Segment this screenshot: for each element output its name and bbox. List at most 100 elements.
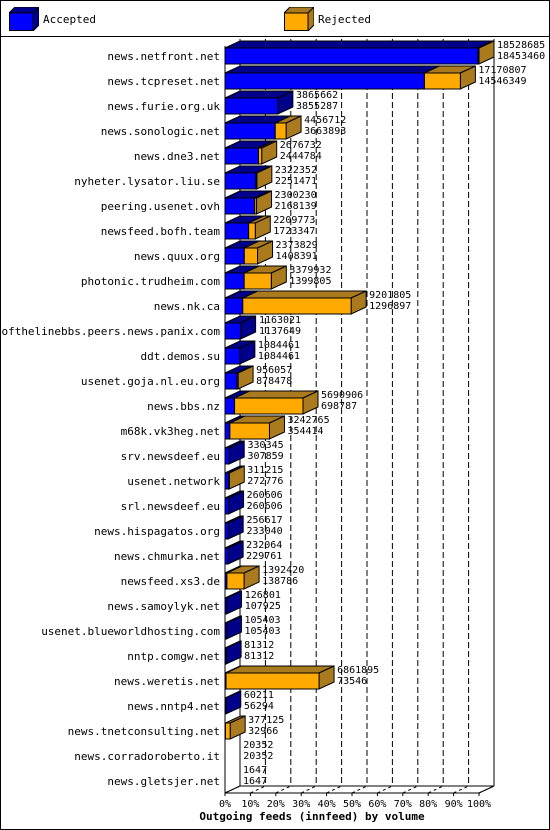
bar-accepted-front — [224, 647, 227, 665]
accepted-swatch — [9, 7, 39, 31]
offered-value-label: 6861895 — [337, 665, 379, 676]
bar-accepted-front — [224, 247, 245, 265]
offered-value-label: 1163021 — [259, 315, 301, 326]
accepted-value-label: 878478 — [256, 376, 292, 387]
bar-rejected-front — [228, 472, 230, 490]
bar-rejected-front — [255, 172, 258, 190]
bar-accepted-front — [224, 147, 260, 165]
bar-accepted-front — [224, 72, 425, 90]
accepted-value-label: 307859 — [248, 451, 284, 462]
offered-value-label: 2676732 — [280, 140, 322, 151]
bar-accepted-side — [225, 690, 242, 715]
bar-accepted-front — [224, 272, 245, 290]
category-label: news.hispagatos.org — [94, 525, 220, 538]
category-label: news.tnetconsulting.net — [68, 725, 220, 738]
category-label: newsfeed.xs3.de — [121, 575, 220, 588]
accepted-value-label: 1296897 — [369, 301, 411, 312]
x-tick-label: 30% — [292, 799, 310, 810]
accepted-value-label: 1399805 — [289, 276, 331, 287]
floor-gridline — [478, 785, 495, 794]
x-tick-label: 20% — [267, 799, 285, 810]
category-label: usenet.blueworldhosting.com — [41, 625, 220, 638]
bar-rejected-front — [224, 722, 231, 740]
bar-accepted-front — [224, 597, 227, 615]
category-label: news.gletsjer.net — [107, 775, 220, 788]
category-label: news.samoylyk.net — [107, 600, 220, 613]
accepted-value-label: 107925 — [245, 601, 281, 612]
accepted-value-label: 260606 — [247, 501, 283, 512]
offered-value-label: 5690906 — [321, 390, 363, 401]
accepted-value-label: 698787 — [321, 401, 357, 412]
accepted-value-label: 73546 — [337, 676, 367, 687]
bar-accepted-front — [224, 197, 256, 215]
bar-accepted-top — [224, 65, 440, 74]
accepted-value-label: 138786 — [262, 576, 298, 587]
floor-gridline — [377, 785, 393, 794]
x-tick-label: 60% — [368, 799, 386, 810]
x-tick-label: 0% — [219, 799, 231, 810]
bar-rejected-front — [477, 47, 480, 65]
bar-rejected-front — [423, 72, 461, 90]
bar-accepted-front — [224, 97, 279, 115]
offered-value-label: 3379932 — [289, 265, 331, 276]
offered-value-label: 330345 — [248, 440, 284, 451]
bar-rejected-front — [236, 372, 239, 390]
category-label: news.dne3.net — [134, 150, 220, 163]
offered-value-label: 4456712 — [304, 115, 346, 126]
category-label: srv.newsdeef.eu — [121, 450, 220, 463]
accepted-value-label: 3855287 — [296, 101, 338, 112]
bar-rejected-front — [258, 147, 263, 165]
bar-accepted-front — [224, 372, 238, 390]
x-axis-label: Outgoing feeds (innfeed) by volume — [199, 810, 425, 823]
bar-rejected-front — [243, 272, 272, 290]
accepted-value-label: 2251471 — [275, 176, 317, 187]
offered-value-label: 60211 — [244, 690, 274, 701]
category-label: news.nk.ca — [154, 300, 220, 313]
category-label: newsfeed.bofh.team — [101, 225, 221, 238]
accepted-value-label: 105403 — [244, 626, 280, 637]
offered-value-label: 1392420 — [262, 565, 304, 576]
offered-value-label: 956057 — [256, 365, 292, 376]
offered-value-label: 105403 — [244, 615, 280, 626]
category-label: news.bbs.nz — [147, 400, 220, 413]
offered-value-label: 81312 — [244, 640, 274, 651]
x-tick-label: 100% — [467, 799, 491, 810]
accepted-value-label: 1723347 — [273, 226, 315, 237]
offered-value-label: 18528685 — [497, 40, 545, 51]
bar-accepted-front — [224, 522, 229, 540]
offered-value-label: 1084461 — [258, 340, 300, 351]
category-label: news.quux.org — [134, 250, 220, 263]
bar-accepted-side — [227, 540, 244, 565]
category-label: usenet.goja.nl.eu.org — [81, 375, 220, 388]
x-tick-label: 80% — [419, 799, 437, 810]
category-label: nyheter.lysator.liu.se — [74, 175, 220, 188]
bar-rejected-front — [225, 672, 320, 690]
offered-value-label: 2322352 — [275, 165, 317, 176]
bar-rejected-front — [274, 122, 287, 140]
offered-value-label: 9201805 — [369, 290, 411, 301]
bar-accepted-front — [224, 397, 236, 415]
bar-accepted-front — [224, 497, 230, 515]
bar-accepted-front — [224, 222, 250, 240]
accepted-value-label: 272776 — [247, 476, 283, 487]
bar-rejected-front — [243, 247, 259, 265]
bar-rejected-top — [225, 665, 335, 674]
category-label: usenet.network — [127, 475, 220, 488]
offered-value-label: 260606 — [247, 490, 283, 501]
offered-value-label: 2300230 — [275, 190, 317, 201]
accepted-value-label: 20352 — [243, 751, 273, 762]
bar-accepted-front — [224, 47, 479, 65]
x-tick-label: 50% — [343, 799, 361, 810]
bar-accepted-side — [225, 640, 242, 665]
x-tick-label: 40% — [318, 799, 336, 810]
category-label: nntp.comgw.net — [127, 650, 220, 663]
offered-value-label: 2209773 — [273, 215, 315, 226]
offered-value-label: 3865662 — [296, 90, 338, 101]
accepted-value-label: 3663893 — [304, 126, 346, 137]
offered-value-label: 17170807 — [478, 65, 526, 76]
accepted-value-label: 56294 — [244, 701, 274, 712]
accepted-value-label: 1137649 — [259, 326, 301, 337]
floor-gridline — [224, 785, 241, 794]
bar-accepted-front — [224, 322, 242, 340]
